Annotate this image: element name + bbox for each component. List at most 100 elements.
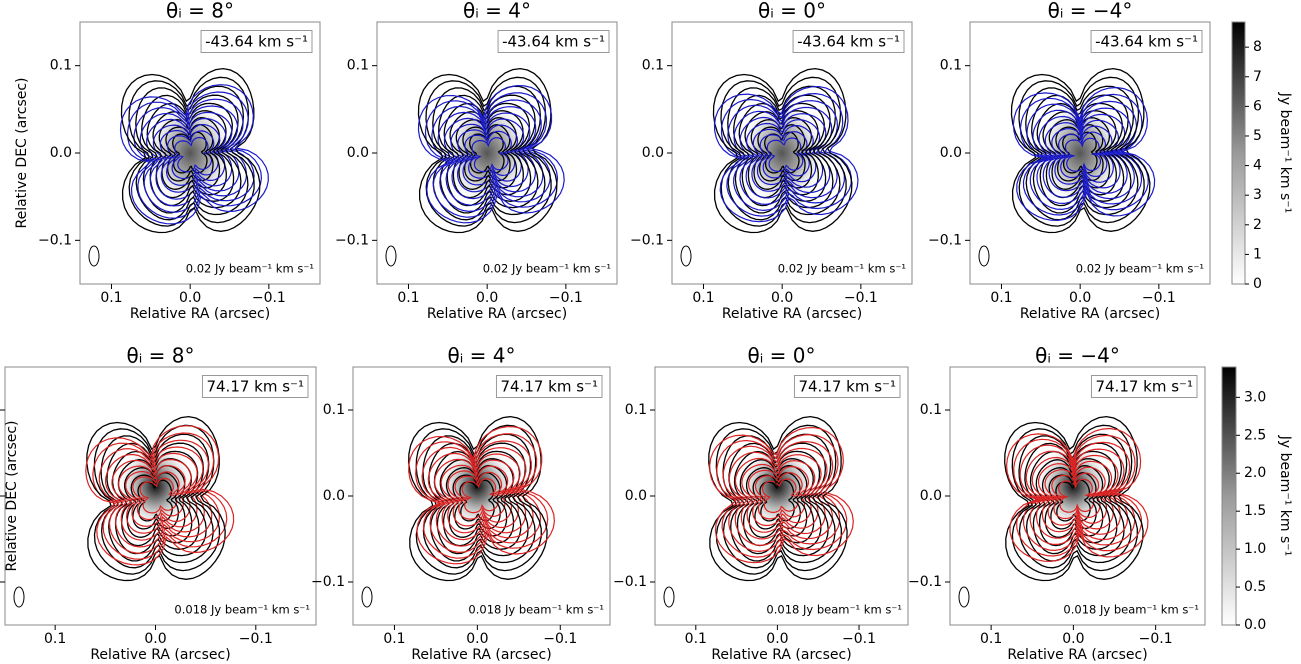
contour-model xyxy=(146,102,235,207)
contour-model xyxy=(135,85,249,221)
y-axis-label: Relative DEC (arcsec) xyxy=(4,420,20,571)
contour-fit xyxy=(139,477,178,514)
contour-fit xyxy=(1057,131,1108,179)
contour-fit xyxy=(440,459,519,534)
y-tick-label: 0.1 xyxy=(625,402,647,418)
x-tick-label: 0.0 xyxy=(766,631,788,647)
colorbar-tick-label: 7 xyxy=(1253,69,1262,85)
x-tick-label: 0.0 xyxy=(771,290,793,306)
contour-fit xyxy=(471,137,509,173)
contour-fit xyxy=(766,137,804,172)
contour-fit xyxy=(421,440,542,554)
x-tick-label: 0.0 xyxy=(1069,290,1091,306)
contour-model xyxy=(443,102,532,207)
contour-fit xyxy=(454,471,506,520)
y-tick-label: 0.0 xyxy=(920,488,942,504)
x-axis-label: Relative RA (arcsec) xyxy=(711,647,851,663)
colorbar-tick-label: 0.0 xyxy=(1244,617,1266,633)
contour-fit xyxy=(126,91,263,219)
contour-fit xyxy=(1025,448,1129,546)
x-axis-label: Relative RA (arcsec) xyxy=(130,306,270,322)
contour-fit xyxy=(1019,93,1149,216)
y-tick-label: 0.0 xyxy=(347,145,369,161)
x-tick-label: 0.0 xyxy=(179,290,201,306)
contour-fit xyxy=(174,136,212,173)
y-tick-label: 0.0 xyxy=(642,145,664,161)
contour-fit xyxy=(1012,86,1156,222)
x-tick-label: −0.1 xyxy=(239,631,273,647)
contour-fit xyxy=(1051,125,1114,185)
contour-fit xyxy=(424,92,559,218)
velocity-box xyxy=(495,375,603,398)
colorbar-tick-label: 4 xyxy=(1253,158,1262,174)
contour-fit xyxy=(716,433,848,558)
contour-fit xyxy=(104,446,213,548)
x-tick-label: −0.1 xyxy=(549,290,583,306)
x-tick-label: 0.1 xyxy=(980,631,1002,647)
x-tick-label: 0.1 xyxy=(685,631,707,647)
x-tick-label: 0.1 xyxy=(397,290,419,306)
velocity-label: 74.17 km s⁻¹ xyxy=(206,378,304,396)
velocity-box xyxy=(793,375,901,398)
colorbar-tick-label: 1.5 xyxy=(1244,503,1266,519)
colorbar-label: Jy beam⁻¹ km s⁻¹ xyxy=(1277,435,1293,557)
beam-label: 0.018 Jy beam⁻¹ km s⁻¹ xyxy=(1063,603,1199,617)
contour-fit xyxy=(761,478,799,513)
velocity-label: -43.64 km s⁻¹ xyxy=(797,33,900,51)
colorbar-tick-label: 8 xyxy=(1253,39,1262,55)
contour-model xyxy=(733,450,822,555)
x-tick-label: 0.1 xyxy=(383,631,405,647)
contour-fit xyxy=(1013,434,1142,557)
x-tick-label: 0.0 xyxy=(1062,631,1084,647)
x-axis-label: Relative RA (arcsec) xyxy=(1020,306,1160,322)
contour-fit xyxy=(125,464,191,527)
y-axis-label: Relative DEC (arcsec) xyxy=(14,77,30,228)
colorbar-tick-label: 5 xyxy=(1253,128,1262,144)
contour-model xyxy=(750,117,813,190)
contour-fit xyxy=(1064,137,1102,172)
contour-model xyxy=(425,76,552,227)
contour-model xyxy=(128,76,255,227)
beam xyxy=(361,586,373,608)
x-tick-label: 0.1 xyxy=(692,290,714,306)
colorbar-tick-label: 2.0 xyxy=(1244,465,1266,481)
beam xyxy=(88,245,100,267)
y-tick-label: −0.1 xyxy=(311,574,345,590)
contour-fit xyxy=(166,130,219,180)
contour-fit xyxy=(1038,113,1128,198)
beam xyxy=(958,586,970,608)
contour-fit xyxy=(1026,100,1143,211)
contour-model xyxy=(86,415,226,582)
contour-fit xyxy=(111,452,205,541)
contour-fit xyxy=(734,454,826,540)
contour-fit xyxy=(741,460,819,533)
contour-fit xyxy=(464,130,516,179)
contour-fit xyxy=(1037,460,1114,533)
contour-model xyxy=(432,85,546,221)
x-axis-label: Relative RA (arcsec) xyxy=(1007,647,1147,663)
y-tick-label: 0.0 xyxy=(50,145,72,161)
colorbar-tick-label: 2.5 xyxy=(1244,427,1266,443)
panel-title: θᵢ = −4° xyxy=(1035,344,1120,368)
contour-model xyxy=(764,131,800,174)
velocity-label: 74.17 km s⁻¹ xyxy=(1095,378,1193,396)
velocity-box xyxy=(1090,375,1198,398)
y-tick-label: −0.1 xyxy=(630,232,664,248)
beam xyxy=(680,245,692,267)
x-axis-label: Relative RA (arcsec) xyxy=(90,647,230,663)
x-tick-label: 0.0 xyxy=(476,290,498,306)
contour-model xyxy=(438,94,539,214)
contour-fit xyxy=(461,478,499,514)
beam-label: 0.018 Jy beam⁻¹ km s⁻¹ xyxy=(174,603,310,617)
contour-fit xyxy=(118,458,198,534)
colorbar-tick-label: 6 xyxy=(1253,98,1262,114)
velocity-label: 74.17 km s⁻¹ xyxy=(798,378,896,396)
contour-fit xyxy=(759,131,810,179)
colorbar-tick-label: 3 xyxy=(1253,187,1262,203)
panel-title: θᵢ = −4° xyxy=(1048,0,1133,23)
contour-fit xyxy=(98,439,221,554)
contour-fit xyxy=(133,98,255,213)
contour-model xyxy=(417,67,558,234)
contour-fit xyxy=(1044,119,1121,192)
y-tick-label: 0.0 xyxy=(940,145,962,161)
